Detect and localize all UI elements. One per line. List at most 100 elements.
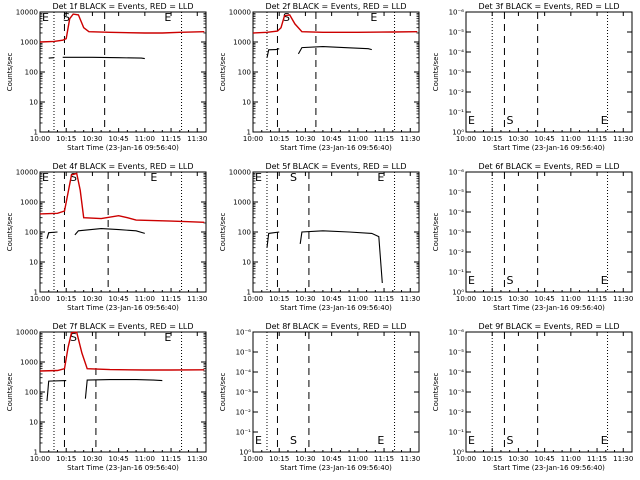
x-tick-label: 10:15	[269, 455, 289, 463]
x-tick-label: 10:30	[82, 455, 102, 463]
x-tick-label: 10:00	[243, 455, 263, 463]
panel-8: Det 8f BLACK = Events, RED = LLD 10:00 10:…	[219, 322, 420, 472]
panel-3: Det 3f BLACK = Events, RED = LLD 10:00 10:…	[432, 2, 633, 152]
x-tick-label: 11:15	[374, 295, 394, 303]
marker-e: E	[601, 274, 608, 287]
series-events	[266, 48, 280, 58]
series-events	[62, 56, 145, 60]
y-tick-label: 10⁻⁴	[449, 49, 465, 57]
x-tick-label: 11:00	[135, 135, 155, 143]
x-tick-label: 10:30	[508, 455, 528, 463]
x-tick-label: 10:30	[295, 135, 315, 143]
y-tick-label: 10⁻¹	[449, 269, 465, 277]
y-tick-label: 10⁻⁶	[449, 9, 465, 17]
y-tick-label: 10	[29, 419, 38, 427]
x-tick-label: 11:15	[374, 135, 394, 143]
y-tick-label: 1000	[233, 199, 251, 207]
marker-e: E	[164, 11, 171, 24]
x-tick-label: 11:15	[374, 455, 394, 463]
x-tick-label: 11:00	[561, 455, 581, 463]
x-tick-label: 10:30	[508, 135, 528, 143]
x-tick-label: 10:15	[482, 135, 502, 143]
y-tick-label: 10⁰	[452, 289, 464, 297]
series-events	[299, 230, 383, 284]
panel-1: Det 1f BLACK = Events, RED = LLD 10:00 10:…	[6, 2, 207, 152]
x-axis-label: Start Time (23-Jan-16 09:56:40)	[280, 144, 392, 152]
x-tick-label: 11:00	[135, 295, 155, 303]
marker-e: E	[601, 114, 608, 127]
y-tick-label: 10⁻⁵	[236, 349, 252, 357]
y-axis-label: Counts/sec	[219, 53, 227, 92]
x-tick-label: 11:30	[400, 295, 420, 303]
marker-e: E	[42, 171, 49, 184]
y-tick-label: 10⁻⁶	[236, 329, 252, 337]
y-tick-label: 10⁻⁶	[449, 329, 465, 337]
y-tick-label: 10⁻⁴	[236, 369, 252, 377]
x-axis-label: Start Time (23-Jan-16 09:56:40)	[493, 304, 605, 312]
y-tick-label: 100	[25, 389, 38, 397]
marker-s: S	[506, 114, 513, 127]
x-tick-label: 10:45	[322, 135, 342, 143]
y-tick-label: 1	[34, 129, 38, 137]
y-tick-label: 1	[247, 129, 251, 137]
x-axis-label: Start Time (23-Jan-16 09:56:40)	[67, 464, 179, 472]
x-tick-label: 11:15	[161, 455, 181, 463]
y-tick-label: 10000	[16, 169, 38, 177]
x-tick-label: 10:00	[30, 295, 50, 303]
x-tick-label: 10:15	[56, 135, 76, 143]
panel-title: Det 2f BLACK = Events, RED = LLD	[265, 2, 406, 11]
x-tick-label: 11:00	[348, 135, 368, 143]
x-tick-label: 10:45	[322, 295, 342, 303]
x-tick-label: 10:15	[482, 455, 502, 463]
y-tick-label: 10⁰	[452, 129, 464, 137]
marker-s: S	[283, 11, 290, 24]
marker-s: S	[506, 434, 513, 447]
x-tick-label: 10:00	[30, 455, 50, 463]
x-tick-label: 10:45	[535, 135, 555, 143]
x-tick-label: 10:45	[109, 455, 129, 463]
x-tick-label: 10:00	[456, 295, 476, 303]
y-tick-label: 1	[34, 449, 38, 457]
y-tick-label: 10⁻³	[449, 389, 465, 397]
x-tick-label: 11:00	[135, 455, 155, 463]
x-tick-label: 10:00	[456, 135, 476, 143]
x-tick-label: 10:45	[109, 295, 129, 303]
series-events	[46, 380, 67, 402]
y-tick-label: 10	[29, 99, 38, 107]
x-tick-label: 11:30	[187, 295, 207, 303]
marker-s: S	[290, 171, 297, 184]
x-tick-label: 11:00	[561, 135, 581, 143]
y-tick-label: 1000	[20, 359, 38, 367]
marker-e: E	[468, 434, 475, 447]
marker-e: E	[255, 171, 262, 184]
y-tick-label: 10⁻¹	[236, 429, 252, 437]
x-tick-label: 11:30	[613, 135, 633, 143]
series-events	[74, 228, 145, 236]
marker-s: S	[70, 331, 77, 344]
y-tick-label: 1	[34, 289, 38, 297]
x-tick-label: 10:15	[269, 295, 289, 303]
x-tick-label: 10:15	[56, 295, 76, 303]
x-tick-label: 11:15	[587, 295, 607, 303]
x-tick-label: 11:30	[187, 135, 207, 143]
x-tick-label: 10:45	[109, 135, 129, 143]
panel-9: Det 9f BLACK = Events, RED = LLD 10:00 10:…	[432, 322, 633, 472]
y-axis-label: Counts/sec	[219, 373, 227, 412]
panel-title: Det 7f BLACK = Events, RED = LLD	[52, 322, 193, 331]
x-axis-label: Start Time (23-Jan-16 09:56:40)	[280, 464, 392, 472]
panel-title: Det 1f BLACK = Events, RED = LLD	[52, 2, 193, 11]
x-tick-label: 10:00	[30, 135, 50, 143]
marker-e: E	[601, 434, 608, 447]
y-tick-label: 1000	[20, 39, 38, 47]
panel-4: Det 4f BLACK = Events, RED = LLD 10:00 10:…	[6, 162, 207, 312]
x-tick-label: 10:45	[322, 455, 342, 463]
marker-s: S	[70, 171, 77, 184]
x-tick-label: 11:30	[400, 135, 420, 143]
x-tick-label: 10:30	[295, 295, 315, 303]
panel-5: Det 5f BLACK = Events, RED = LLD 10:00 10:…	[219, 162, 420, 312]
marker-e: E	[255, 434, 262, 447]
marker-e: E	[42, 11, 49, 24]
x-tick-label: 11:30	[613, 455, 633, 463]
x-tick-label: 11:00	[348, 295, 368, 303]
marker-e: E	[468, 114, 475, 127]
